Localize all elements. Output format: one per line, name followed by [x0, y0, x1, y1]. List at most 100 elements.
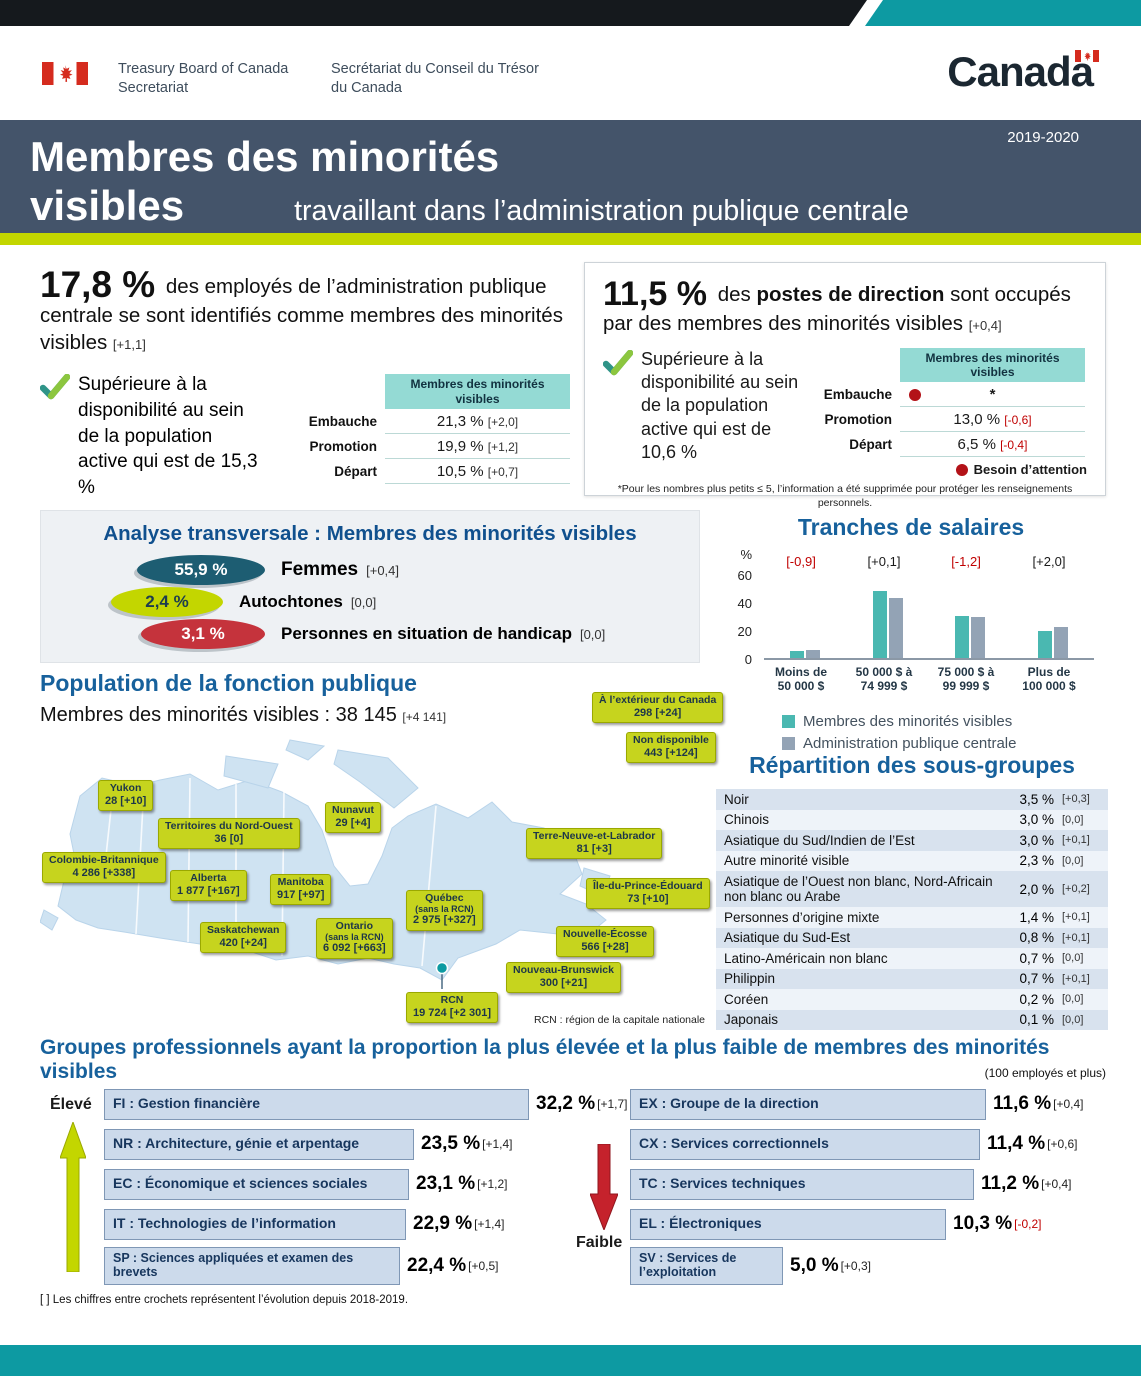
- table-row: Asiatique de l’Ouest non blanc, Nord-Afr…: [716, 871, 1108, 908]
- table-row: Départ 10,5 % [+0,7]: [290, 459, 570, 485]
- cross-analysis-title: Analyse transversale : Membres des minor…: [103, 522, 637, 545]
- table-row: Latino-Américain non blanc 0,7 % [0,0]: [716, 948, 1108, 969]
- group-bar: SP : Sciences appliquées et examen des b…: [104, 1247, 400, 1285]
- map-label-outside-canada: À l’extérieur du Canada 298 [+24]: [592, 692, 724, 724]
- canada-wordmark: Canada: [947, 48, 1099, 100]
- subgroup-value: 2,3 %: [1019, 853, 1054, 869]
- flow-table: Membres des minorités visibles Embauche …: [805, 347, 1087, 458]
- table-row: Noir 3,5 % [+0,3]: [716, 789, 1108, 810]
- map-label-terre-neuve: Terre-Neuve-et-Labrador 81 [+3]: [526, 828, 663, 860]
- bottom-accent-bar: [0, 1345, 1141, 1376]
- group-value: 11,2 %: [981, 1173, 1040, 1194]
- subgroup-label: Asiatique du Sud/Indien de l’Est: [724, 832, 915, 848]
- group-label: SV : Services de l’exploitation: [639, 1251, 737, 1279]
- region-name: Nouvelle-Écosse: [563, 928, 648, 940]
- section-title: Répartition des sous-groupes: [749, 752, 1075, 778]
- group-bar-row: NR : Architecture, génie et arpentage 23…: [104, 1124, 630, 1164]
- row-value: 21,3 % [+2,0]: [385, 409, 570, 435]
- availability-and-table-row: Supérieure à la disponibilité au sein de…: [603, 347, 1087, 478]
- value-text: 10,5 %: [436, 462, 484, 480]
- badge-label: Femmes: [281, 559, 359, 580]
- group-bar-row: CX : Services correctionnels 11,4 % [+0,…: [630, 1124, 1108, 1164]
- group-delta: [+1,2]: [477, 1177, 508, 1191]
- chart-legend: Membres des minorités visibles Administr…: [782, 713, 1110, 752]
- table-row: Coréen 0,2 % [0,0]: [716, 989, 1108, 1010]
- value-delta: [-0,4]: [1000, 437, 1028, 452]
- high-groups-bars: FI : Gestion financière 32,2 % [+1,7] NR…: [104, 1084, 630, 1288]
- region-name: Ontario: [335, 920, 374, 932]
- department-name-french: Secrétariat du Conseil du Trésor du Cana…: [331, 61, 539, 96]
- attention-label: Besoin d’attention: [973, 462, 1087, 478]
- row-value: 13,0 % [-0,6]: [900, 407, 1085, 433]
- wordmark-flag-icon: [1075, 50, 1099, 62]
- table-row: Asiatique du Sud/Indien de l’Est 3,0 % [+0…: [716, 830, 1108, 851]
- map-label-saskatchewan: Saskatchewan 420 [+24]: [200, 922, 287, 954]
- region-name: Territoires du Nord-Ouest: [165, 820, 293, 832]
- subgroup-delta: [0,0]: [1062, 952, 1084, 965]
- subgroups-panel: Répartition des sous-groupes Noir 3,5 % [+…: [716, 752, 1108, 1031]
- group-value: 11,6 %: [993, 1093, 1052, 1114]
- map-label-quebec: Québec (sans la RCN) 2 975 [+327]: [406, 890, 483, 932]
- group-bar-row: TC : Services techniques 11,2 % [+0,4]: [630, 1164, 1108, 1204]
- group-bar: NR : Architecture, génie et arpentage: [104, 1128, 414, 1160]
- map-label-alberta: Alberta 1 877 [+167]: [170, 870, 247, 902]
- region-subnote: (sans la RCN): [325, 931, 384, 942]
- region-value: 298 [+24]: [633, 706, 682, 719]
- region-value: 28 [+10]: [105, 794, 147, 807]
- value-text: *: [989, 385, 996, 403]
- subgroup-delta: [+0,1]: [1062, 972, 1090, 985]
- cross-analysis-item: 55,9 % Femmes [+0,4]: [41, 554, 699, 586]
- row-label: Promotion: [309, 439, 378, 455]
- checkmark-icon: [40, 374, 70, 400]
- subgroup-value: 0,7 %: [1019, 950, 1054, 966]
- group-bar: EL : Électroniques: [630, 1208, 946, 1240]
- subgroup-value: 0,7 %: [1019, 971, 1054, 987]
- table-row: Japonais 0,1 % [0,0]: [716, 1009, 1108, 1031]
- region-name: Île-du-Prince-Édouard: [593, 880, 703, 892]
- map-label-rcn: RCN 19 724 [+2 301]: [406, 992, 498, 1024]
- suppression-footnote: *Pour les nombres plus petits ≤ 5, l’inf…: [617, 483, 1073, 509]
- subgroup-delta: [+0,1]: [1062, 911, 1090, 924]
- legend-item: Membres des minorités visibles: [782, 713, 1110, 730]
- group-label: SP : Sciences appliquées et examen des b…: [113, 1251, 354, 1279]
- region-value: 19 724 [+2 301]: [413, 1006, 491, 1019]
- canada-flag-icon: [42, 62, 88, 85]
- row-label: Embauche: [308, 414, 377, 430]
- subgroup-delta: [+0,1]: [1062, 834, 1090, 847]
- subgroup-value: 1,4 %: [1019, 909, 1054, 925]
- badge-delta: [0,0]: [579, 626, 606, 642]
- checkmark-icon: [603, 349, 633, 375]
- badge-delta: [+0,4]: [366, 562, 399, 578]
- value-delta: [+1,2]: [487, 439, 519, 454]
- group-delta: [+0,5]: [468, 1259, 499, 1273]
- group-label: EX : Groupe de la direction: [639, 1095, 819, 1112]
- subgroup-value: 0,2 %: [1019, 991, 1054, 1007]
- rcn-definition-note: RCN : région de la capitale nationale: [534, 1014, 706, 1026]
- title-banner: 2019-2020 Membres des minorités visibles…: [0, 120, 1141, 233]
- bar-chart: % 60 40 20 0 [-0,9] [+0,1] [-1,2] [+2,0]…: [712, 547, 1110, 701]
- overall-representation-stat: 17,8 % des employés de l’administration …: [40, 266, 570, 500]
- bar-minorites: [955, 616, 969, 658]
- region-value: 2 975 [+327]: [413, 914, 476, 927]
- row-label: Embauche: [823, 387, 892, 403]
- page-title-line2: visibles: [30, 182, 185, 229]
- region-name: Nunavut: [332, 804, 374, 816]
- low-groups-bars: EX : Groupe de la direction 11,6 % [+0,4…: [630, 1084, 1108, 1288]
- region-value: 4 286 [+338]: [72, 866, 136, 879]
- row-label: Départ: [334, 464, 377, 480]
- map-label-manitoba: Manitoba 917 [+97]: [270, 874, 332, 906]
- region-subnote: (sans la RCN): [415, 903, 474, 914]
- group-bar-row: SV : Services de l’exploitation 5,0 % [+…: [630, 1244, 1108, 1288]
- group-bar: CX : Services correctionnels: [630, 1128, 980, 1160]
- subgroup-delta: [+0,1]: [1062, 931, 1090, 944]
- region-value: 917 [+97]: [277, 888, 325, 901]
- map-label-ontario: Ontario (sans la RCN) 6 092 [+663]: [316, 918, 393, 960]
- group-value: 22,4 %: [407, 1255, 467, 1276]
- subgroup-value: 3,5 %: [1019, 791, 1054, 807]
- stat-badge-women: 55,9 %: [137, 555, 265, 585]
- canada-map: Yukon 28 [+10] Territoires du Nord-Ouest…: [40, 734, 710, 1026]
- group-bar-row: EC : Économique et sciences sociales 23,…: [104, 1164, 630, 1204]
- subgroup-delta: [0,0]: [1062, 813, 1084, 826]
- region-name: À l’extérieur du Canada: [599, 694, 717, 706]
- subgroup-label: Personnes d’origine mixte: [724, 909, 880, 925]
